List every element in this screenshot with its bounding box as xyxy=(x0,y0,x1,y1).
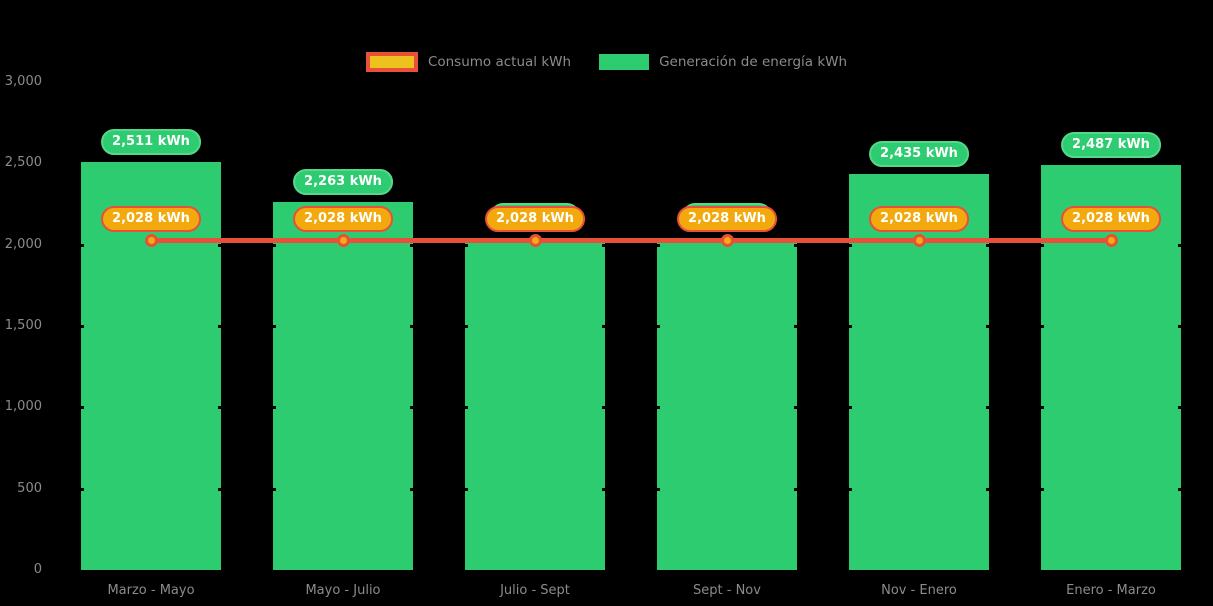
generation-value-badge: 2,435 kWh xyxy=(869,140,969,167)
consumption-value-badge: 2,028 kWh xyxy=(677,206,777,233)
consumption-value-badge: 2,028 kWh xyxy=(293,206,393,233)
generation-value-badge: 2,263 kWh xyxy=(293,168,393,195)
gridline-notch xyxy=(794,487,799,491)
y-axis-tick-label: 1,000 xyxy=(4,399,42,415)
gridline-notch xyxy=(410,325,415,328)
gridline-notch xyxy=(986,325,991,328)
consumption-value-badge: 2,028 kWh xyxy=(101,206,201,233)
gridline-notch xyxy=(602,406,607,410)
gridline-notch xyxy=(1039,325,1044,328)
gridline-notch xyxy=(655,243,660,247)
gridline-notch xyxy=(410,487,415,491)
legend-item-consumption-label: Consumo actual kWh xyxy=(427,54,572,70)
gridline-notch xyxy=(79,487,84,491)
consumption-value-badge: 2,028 kWh xyxy=(869,206,969,233)
y-axis-tick-label: 3,000 xyxy=(4,74,42,89)
generation-swatch-icon xyxy=(599,54,650,70)
x-axis-label: Enero - Marzo xyxy=(1066,583,1156,598)
x-axis-label: Marzo - Mayo xyxy=(107,583,195,598)
gridline-notch xyxy=(79,406,84,410)
gridline-notch xyxy=(271,243,276,247)
chart-legend: Consumo actual kWh Generación de energía… xyxy=(0,50,1213,74)
y-axis-tick-label: 2,500 xyxy=(4,155,42,171)
gridline-notch xyxy=(79,243,84,247)
y-axis-tick-label: 500 xyxy=(17,480,42,496)
gridline-notch xyxy=(655,406,660,410)
y-axis-tick-label: 1,500 xyxy=(4,318,42,333)
legend-item-generation[interactable]: Generación de energía kWh xyxy=(599,54,847,70)
consumption-point[interactable] xyxy=(144,233,158,247)
gridline-notch xyxy=(794,243,799,247)
generation-bar[interactable] xyxy=(1041,165,1181,570)
y-axis-tick-label: 2,000 xyxy=(4,236,42,252)
gridline-notch xyxy=(463,487,468,491)
gridline-notch xyxy=(1178,325,1183,328)
generation-value-badge: 2,511 kWh xyxy=(101,128,201,155)
x-axis-label: Nov - Enero xyxy=(881,583,957,598)
gridline-notch xyxy=(847,243,852,247)
generation-bar[interactable] xyxy=(273,201,413,570)
consumption-swatch-icon xyxy=(365,52,418,72)
gridline-notch xyxy=(79,325,84,328)
gridline-notch xyxy=(1178,487,1183,491)
gridline-notch xyxy=(271,487,276,491)
gridline-notch xyxy=(847,325,852,328)
x-axis-label: Julio - Sept xyxy=(500,583,570,598)
gridline-notch xyxy=(847,487,852,491)
legend-item-consumption[interactable]: Consumo actual kWh xyxy=(365,52,572,72)
consumption-point[interactable] xyxy=(528,233,542,247)
gridline-notch xyxy=(1178,243,1183,247)
gridline-notch xyxy=(463,406,468,410)
gridline-notch xyxy=(271,325,276,328)
gridline-notch xyxy=(463,325,468,328)
gridline-notch xyxy=(655,325,660,328)
y-axis-tick-label: 0 xyxy=(33,562,42,577)
gridline-notch xyxy=(218,325,223,328)
gridline-notch xyxy=(1039,243,1044,247)
consumption-point[interactable] xyxy=(336,233,350,247)
gridline-notch xyxy=(847,406,852,410)
gridline-notch xyxy=(986,243,991,247)
gridline-notch xyxy=(602,243,607,247)
gridline-notch xyxy=(1039,406,1044,410)
gridline-notch xyxy=(463,243,468,247)
consumption-value-badge: 2,028 kWh xyxy=(1061,206,1161,233)
gridline-notch xyxy=(218,487,223,491)
gridline-notch xyxy=(1039,487,1044,491)
gridline-notch xyxy=(602,325,607,328)
gridline-notch xyxy=(794,406,799,410)
gridline-notch xyxy=(218,406,223,410)
generation-bar[interactable] xyxy=(657,240,797,570)
gridline-notch xyxy=(410,243,415,247)
gridline-notch xyxy=(1178,406,1183,410)
consumption-value-badge: 2,028 kWh xyxy=(485,206,585,233)
generation-value-badge: 2,487 kWh xyxy=(1061,132,1161,159)
gridline-notch xyxy=(986,487,991,491)
gridline-notch xyxy=(602,487,607,491)
consumption-line xyxy=(151,237,1111,243)
gridline-notch xyxy=(794,325,799,328)
gridline-notch xyxy=(218,243,223,247)
generation-bar[interactable] xyxy=(465,240,605,570)
x-axis-label: Sept - Nov xyxy=(693,583,761,598)
gridline-notch xyxy=(410,406,415,410)
consumption-point[interactable] xyxy=(912,233,926,247)
consumption-point[interactable] xyxy=(1104,233,1118,247)
gridline-notch xyxy=(271,406,276,410)
legend-item-generation-label: Generación de energía kWh xyxy=(659,54,848,70)
gridline-notch xyxy=(986,406,991,410)
gridline-notch xyxy=(655,487,660,491)
x-axis-label: Mayo - Julio xyxy=(305,583,381,598)
consumption-point[interactable] xyxy=(720,233,734,247)
